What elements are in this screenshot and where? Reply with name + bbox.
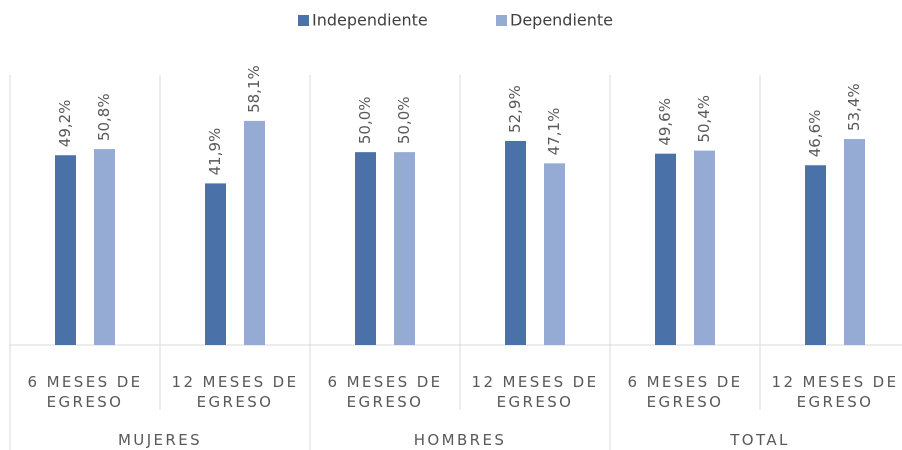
group-label: TOTAL — [730, 431, 790, 449]
legend-swatch — [496, 15, 507, 26]
bar — [805, 165, 826, 345]
value-label: 41,9% — [206, 128, 224, 176]
legend-label: Independiente — [312, 11, 428, 30]
x-tick-label: 6 MESES DE EGRESO — [327, 373, 443, 411]
x-tick-label: 12 MESES DE EGRESO — [471, 373, 599, 411]
x-tick-label: 6 MESES DE EGRESO — [627, 373, 743, 411]
value-label: 50,4% — [695, 95, 713, 143]
bar — [244, 120, 265, 346]
bar — [544, 163, 565, 345]
legend-swatch — [298, 15, 309, 26]
group-label: HOMBRES — [413, 431, 507, 449]
bar — [355, 152, 376, 345]
value-label: 53,4% — [845, 83, 863, 131]
bar — [205, 183, 226, 345]
bar — [844, 139, 865, 345]
value-label: 47,1% — [545, 108, 563, 156]
value-label: 50,0% — [356, 96, 374, 144]
bar — [394, 152, 415, 345]
group-label: MUJERES — [117, 431, 203, 449]
value-label: 46,6% — [806, 110, 824, 158]
legend-label: Dependiente — [510, 11, 613, 30]
bar — [655, 153, 676, 345]
bar — [694, 150, 715, 345]
value-label: 49,6% — [656, 98, 674, 146]
bar — [505, 140, 526, 345]
bar — [94, 149, 115, 345]
x-tick-label: 6 MESES DE EGRESO — [27, 373, 143, 411]
x-tick-label: 12 MESES DE EGRESO — [771, 373, 899, 411]
value-label: 50,0% — [395, 96, 413, 144]
x-tick-label: 12 MESES DE EGRESO — [171, 373, 299, 411]
value-label: 49,2% — [56, 100, 74, 148]
bar — [55, 155, 76, 345]
value-label: 52,9% — [506, 85, 524, 133]
value-label: 58,1% — [245, 65, 263, 113]
value-label: 50,8% — [95, 93, 113, 141]
